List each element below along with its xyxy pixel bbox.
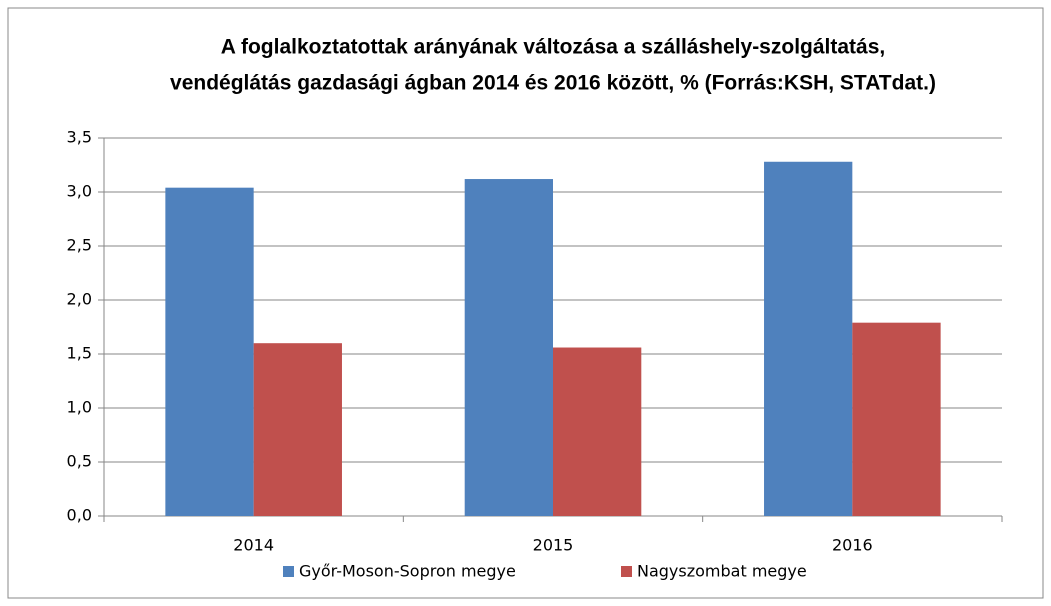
legend-label: Nagyszombat megye: [637, 562, 807, 581]
legend-swatch: [621, 566, 632, 577]
bar: [165, 187, 254, 516]
y-tick-label: 0,0: [67, 506, 92, 525]
legend-label: Győr-Moson-Sopron megye: [299, 562, 516, 581]
y-tick-label: 3,5: [67, 128, 92, 147]
x-tick-label: 2014: [233, 536, 274, 555]
bar: [553, 347, 642, 516]
chart-title: vendéglátás gazdasági ágban 2014 és 2016…: [170, 72, 936, 95]
y-tick-label: 0,5: [67, 452, 92, 471]
y-tick-label: 3,0: [67, 182, 92, 201]
y-tick-label: 1,0: [67, 398, 92, 417]
y-tick-label: 2,5: [67, 236, 92, 255]
legend-swatch: [283, 566, 294, 577]
y-tick-label: 2,0: [67, 290, 92, 309]
bar: [764, 161, 853, 516]
bar: [464, 179, 553, 517]
x-tick-label: 2015: [533, 536, 574, 555]
bar: [852, 322, 941, 516]
y-tick-label: 1,5: [67, 344, 92, 363]
x-tick-label: 2016: [832, 536, 873, 555]
chart-title: A foglalkoztatottak arányának változása …: [221, 36, 885, 59]
bar: [253, 343, 342, 516]
